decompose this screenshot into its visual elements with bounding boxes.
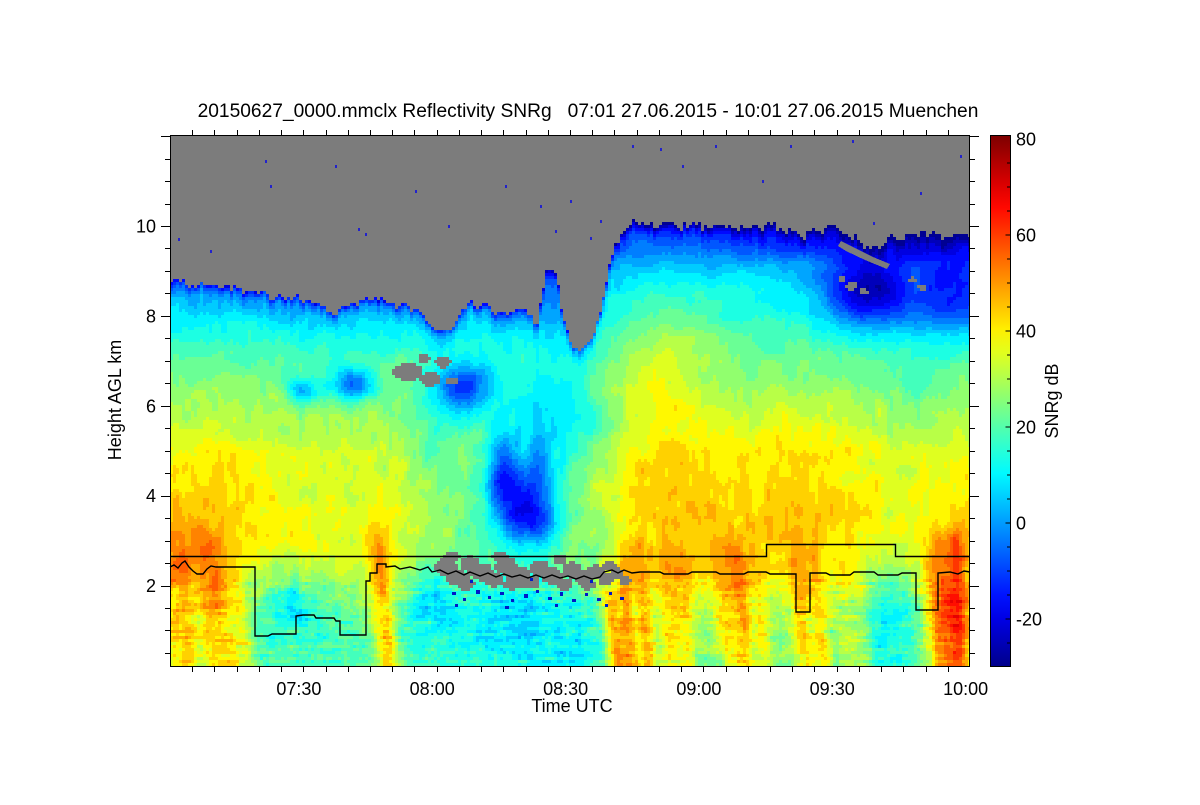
svg-text:Height AGL km: Height AGL km xyxy=(105,340,125,460)
svg-text:09:00: 09:00 xyxy=(676,679,721,699)
svg-text:08:00: 08:00 xyxy=(410,679,455,699)
svg-text:8: 8 xyxy=(146,306,156,326)
svg-text:-20: -20 xyxy=(1016,610,1042,630)
svg-text:20150627_0000.mmclx Reflectivi: 20150627_0000.mmclx Reflectivity SNRg 07… xyxy=(198,101,979,122)
svg-text:SNRg dB: SNRg dB xyxy=(1042,363,1062,438)
svg-text:20: 20 xyxy=(1016,418,1036,438)
svg-text:80: 80 xyxy=(1016,130,1036,150)
svg-text:6: 6 xyxy=(146,396,156,416)
svg-text:60: 60 xyxy=(1016,226,1036,246)
svg-text:10: 10 xyxy=(136,217,156,237)
svg-text:2: 2 xyxy=(146,576,156,596)
svg-text:07:30: 07:30 xyxy=(276,679,321,699)
svg-text:09:30: 09:30 xyxy=(810,679,855,699)
svg-text:40: 40 xyxy=(1016,322,1036,342)
svg-text:10:00: 10:00 xyxy=(943,679,988,699)
svg-text:0: 0 xyxy=(1016,514,1026,534)
svg-text:4: 4 xyxy=(146,486,156,506)
svg-text:08:30: 08:30 xyxy=(543,679,588,699)
svg-text:Time UTC: Time UTC xyxy=(531,696,612,716)
